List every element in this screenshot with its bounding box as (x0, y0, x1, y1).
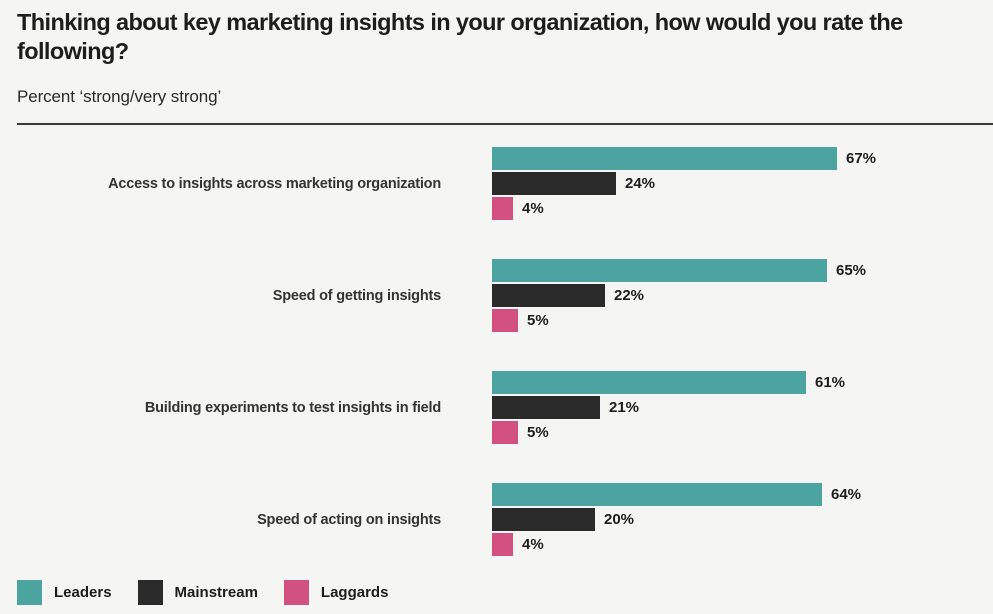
bar-leaders (492, 371, 806, 395)
bar-row: 24% (492, 172, 876, 196)
bar-row: 5% (492, 309, 866, 333)
bar-value-label: 67% (846, 150, 877, 168)
legend-item-laggards: Laggards (283, 580, 389, 605)
bar-value-label: 21% (609, 399, 640, 417)
bar-laggards (492, 421, 518, 445)
legend-item-mainstream: Mainstream (137, 580, 258, 605)
bar-row: 65% (492, 259, 867, 283)
legend-label: Mainstream (174, 584, 258, 601)
category-label: Access to insights across marketing orga… (108, 175, 441, 192)
bar-value-label: 5% (527, 312, 549, 330)
bar-value-label: 20% (604, 511, 635, 529)
bar-row: 20% (492, 508, 861, 532)
chart-row: Access to insights across marketing orga… (0, 147, 993, 221)
legend-item-leaders: Leaders (17, 580, 112, 605)
bar-mainstream (492, 172, 616, 196)
bar-row: 4% (492, 197, 876, 221)
chart: Access to insights across marketing orga… (0, 147, 993, 557)
bar-row: 22% (492, 284, 866, 308)
divider-rule (17, 123, 993, 126)
bar-group: 61% 21% 5% (492, 371, 846, 445)
legend-label: Leaders (54, 584, 112, 601)
chart-row: Speed of getting insights 65% 22% 5% (0, 259, 993, 333)
bar-mainstream (492, 284, 605, 308)
bar-value-label: 65% (836, 262, 867, 280)
chart-title: Thinking about key marketing insights in… (17, 9, 903, 65)
legend-swatch-icon (17, 580, 42, 605)
chart-header: Thinking about key marketing insights in… (0, 0, 993, 107)
bar-leaders (492, 259, 827, 283)
bar-value-label: 22% (614, 287, 645, 305)
bar-row: 67% (492, 147, 877, 171)
bar-group: 67% 24% 4% (492, 147, 877, 221)
category-label: Speed of getting insights (272, 287, 441, 304)
legend-swatch-icon (137, 580, 163, 605)
bar-value-label: 64% (831, 486, 862, 504)
legend-label: Laggards (320, 584, 389, 601)
bar-mainstream (492, 508, 595, 532)
bar-row: 21% (492, 396, 845, 420)
bar-value-label: 4% (522, 536, 544, 554)
legend-swatch-icon (283, 580, 309, 605)
category-label: Speed of acting on insights (257, 511, 441, 528)
chart-subtitle: Percent ‘strong/very strong’ (17, 87, 222, 107)
bar-value-label: 5% (527, 424, 549, 442)
bar-value-label: 4% (522, 200, 544, 218)
category-label: Building experiments to test insights in… (144, 399, 441, 416)
chart-row: Building experiments to test insights in… (0, 371, 993, 445)
bar-row: 64% (492, 483, 862, 507)
bar-leaders (492, 147, 837, 171)
bar-leaders (492, 483, 822, 507)
bar-laggards (492, 197, 513, 221)
bar-group: 65% 22% 5% (492, 259, 867, 333)
bar-row: 4% (492, 533, 861, 557)
chart-row: Speed of acting on insights 64% 20% 4% (0, 483, 993, 557)
bar-value-label: 61% (815, 374, 846, 392)
legend: Leaders Mainstream Laggards (17, 580, 388, 605)
bar-laggards (492, 309, 518, 333)
bar-group: 64% 20% 4% (492, 483, 862, 557)
bar-laggards (492, 533, 513, 557)
bar-mainstream (492, 396, 600, 420)
bar-value-label: 24% (625, 175, 656, 193)
bar-row: 5% (492, 421, 845, 445)
bar-row: 61% (492, 371, 846, 395)
